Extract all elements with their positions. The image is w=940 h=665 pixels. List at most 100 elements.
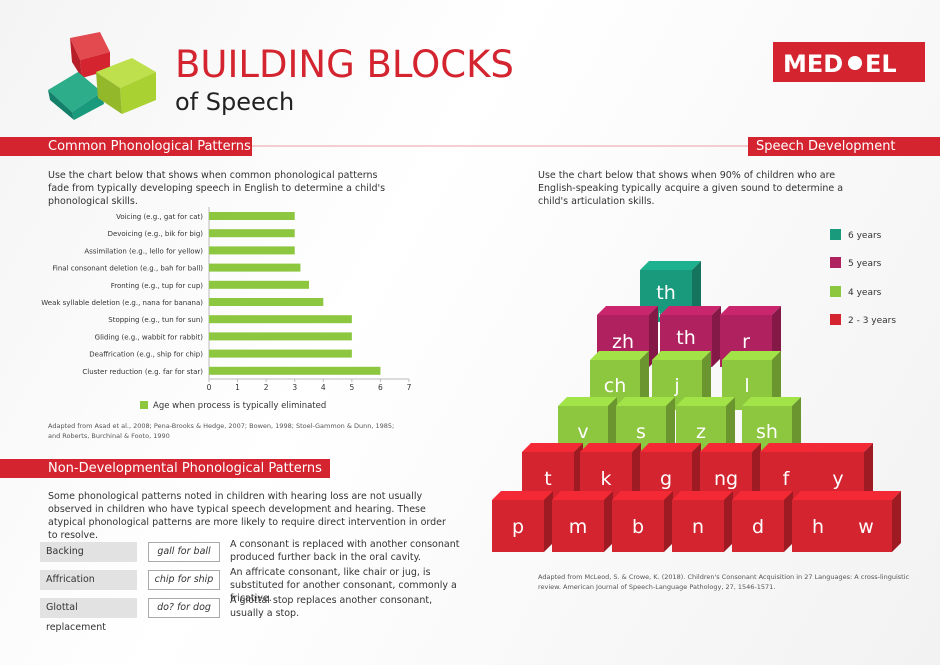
block-top [616,397,675,406]
category-label: Devoicing (e.g., bik for big) [108,230,204,238]
legend-swatch [140,401,148,409]
pattern-table: Backing gall for ball A consonant is repla… [0,539,470,633]
subtitle: of Speech [175,88,294,116]
logo-text: EL [865,50,897,78]
block-label: w [858,516,874,538]
x-tick-label: 4 [321,383,326,392]
block-side [864,443,873,504]
block-label: l [744,375,749,397]
block-label: m [569,516,588,538]
legend-swatch [830,257,841,268]
intro: Use the chart below that shows when comm… [48,170,386,207]
category-label: Deaffrication (e.g., ship for chip) [89,351,203,359]
category-label: Voicing (e.g., gat for cat) [116,213,203,221]
bar [209,229,295,238]
pattern-label: Affrication [40,570,137,590]
block-top [722,351,781,360]
block-front [492,500,544,552]
block-side [726,397,735,456]
block-label: b [632,516,644,538]
pattern-description: An affricate consonant, like chair or ju… [230,567,457,604]
block-side [724,491,733,552]
block-label: t [544,468,551,490]
block-top [597,306,658,315]
block-label: th [656,282,676,304]
block-top [522,443,583,452]
block-label: h [812,516,824,538]
block-side [604,491,613,552]
block: b [612,491,673,552]
category-label: Cluster reduction (e.g. far for star) [82,368,203,376]
block-label: y [832,468,843,490]
category-label: Weak syllable deletion (e.g., nana for b… [41,299,203,307]
block-side [664,491,673,552]
pattern-description: A consonant is replaced with another con… [230,539,460,563]
block-label: sh [756,421,778,443]
pattern-example: gall for ball [148,542,220,562]
bar [209,332,352,341]
section-heading: Speech Development [748,137,940,156]
logo-dot [848,56,862,70]
legend-label: Age when process is typically eliminated [153,401,326,411]
block-label: j [673,375,679,397]
block-top [558,397,617,406]
x-tick-label: 5 [349,383,354,392]
block-side [632,443,641,504]
block-label: f [783,468,791,490]
block-top [580,443,641,452]
block-top [590,351,649,360]
legend-label: 4 years [848,288,882,298]
block-label: z [696,421,706,443]
block-top [720,306,781,315]
intro: Some phonological patterns noted in chil… [48,491,446,541]
legend-label: 5 years [848,259,882,269]
block-label: d [752,516,764,538]
block-top [492,491,553,500]
legend-label: 2 - 3 years [848,316,896,326]
block: m [552,491,613,552]
block-top [640,443,701,452]
block-front [552,500,604,552]
block-side [792,397,801,456]
intro: Use the chart below that shows when 90% … [538,170,844,207]
block-label: n [692,516,704,538]
block-side [752,443,761,504]
bar [209,298,324,306]
block-label: k [600,468,611,490]
block-top [672,491,733,500]
x-tick-label: 3 [292,383,297,392]
block-top [742,397,801,406]
block-label: v [577,421,588,443]
block-label: g [660,468,672,490]
block-front [672,500,724,552]
block-side [640,351,649,410]
block: p [492,491,553,552]
block-side [666,397,675,456]
category-label: Assimilation (e.g., lello for yellow) [84,247,203,255]
block-side [608,397,617,456]
block-top [652,351,711,360]
bar [209,246,295,255]
block: w [840,491,901,552]
source: Adapted from McLeod, S. & Crowe, K. (201… [538,573,910,591]
x-tick-label: 6 [378,383,383,392]
legend-swatch [830,286,841,297]
legend-label: 6 years [848,231,882,241]
block-label: th [676,327,696,349]
pattern-example: chip for ship [148,570,220,590]
block-top [676,397,735,406]
logo-text: MED [783,50,843,78]
legend-swatch [830,229,841,240]
block-top [700,443,761,452]
bar-chart: 0 1 2 3 4 5 6 7 Voicing (e.g., gat for cat) Devoi… [41,207,412,411]
block-top [660,306,721,315]
title: BUILDING BLOCKS [175,43,514,86]
block-side [784,491,793,552]
legend-swatch [830,314,841,325]
pattern-example: do? for dog [148,598,220,618]
bar [209,212,295,220]
block: d [732,491,793,552]
x-tick-label: 7 [407,383,412,392]
block-label: ng [714,468,738,490]
block-label: r [742,331,750,353]
